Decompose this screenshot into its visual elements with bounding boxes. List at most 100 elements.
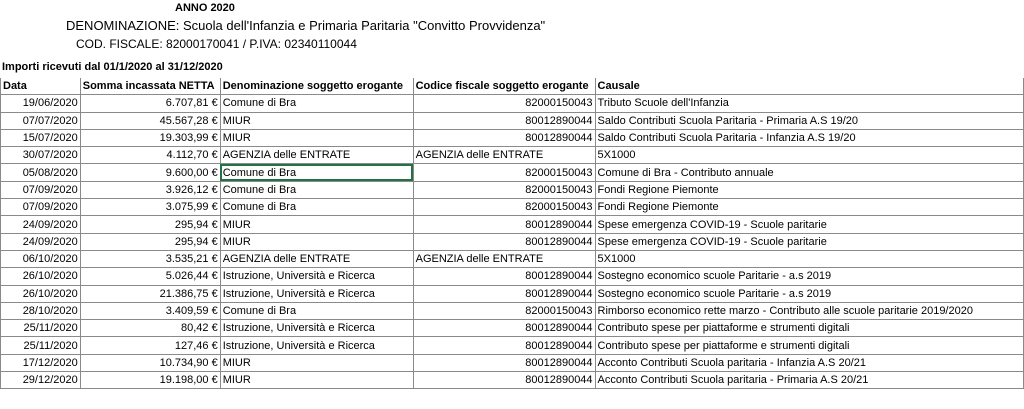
payer-code: 82000150043 xyxy=(412,163,596,182)
payer: AGENZIA delle ENTRATE xyxy=(219,146,414,165)
amount: 3.535,21 € xyxy=(79,249,221,269)
school-name: DENOMINAZIONE: Scuola dell'Infanzia e Pr… xyxy=(66,18,546,33)
reason: Rimborso economico rette marzo - Contrib… xyxy=(594,301,1024,321)
date: 06/10/2020 xyxy=(0,249,81,269)
reason: Spese emergenza COVID-19 - Scuole parita… xyxy=(594,232,1024,251)
payer: MIUR xyxy=(219,232,414,251)
reason: Tributo Scuole dell'Infanzia xyxy=(594,94,1024,113)
payer: Istruzione, Università e Ricerca xyxy=(219,336,414,355)
date: 24/09/2020 xyxy=(0,215,81,234)
amount: 10.734,90 € xyxy=(79,353,221,373)
payer-code: 82000150043 xyxy=(412,180,596,200)
row: 15/07/2020 19.303,99 € MIUR 80012890044 Sald… xyxy=(0,128,1024,148)
payer: MIUR xyxy=(219,215,414,234)
row: 07/09/2020 3.926,12 € Comune di Bra 8200015… xyxy=(0,180,1024,200)
payer-code: 80012890044 xyxy=(412,336,596,355)
row: 24/09/2020 295,94 € MIUR 80012890044 Spese e… xyxy=(0,215,1024,234)
date: 25/11/2020 xyxy=(0,319,81,338)
payer-code: 80012890044 xyxy=(412,267,596,286)
reason: Saldo Contributi Scuola Paritaria - Prim… xyxy=(594,111,1024,130)
fiscal-codes: COD. FISCALE: 82000170041 / P.IVA: 02340… xyxy=(76,37,357,51)
row: 05/08/2020 9.600,00 € Comune di Bra 8200015… xyxy=(0,163,1024,182)
payer-code: 80012890044 xyxy=(412,353,596,373)
payer: Comune di Bra xyxy=(219,163,414,182)
payer-code: Codice fiscale soggetto erogante xyxy=(412,78,596,96)
date: 24/09/2020 xyxy=(0,232,81,251)
payer-code: 80012890044 xyxy=(412,111,596,130)
payer: Istruzione, Università e Ricerca xyxy=(219,267,414,286)
date: 07/09/2020 xyxy=(0,180,81,200)
reason: Acconto Contributi Scuola paritaria - In… xyxy=(594,353,1024,373)
payer: MIUR xyxy=(219,371,414,390)
payer-code: 82000150043 xyxy=(412,94,596,113)
payer: Istruzione, Università e Ricerca xyxy=(219,284,414,303)
reason: Fondi Regione Piemonte xyxy=(594,180,1024,200)
amount: 3.075,99 € xyxy=(79,198,221,217)
payer: Comune di Bra xyxy=(219,301,414,321)
payer-code: AGENZIA delle ENTRATE xyxy=(412,249,596,269)
reason: Sostegno economico scuole Paritarie - a.… xyxy=(594,267,1024,286)
amount: 45.567,28 € xyxy=(79,111,221,130)
reason: Fondi Regione Piemonte xyxy=(594,198,1024,217)
payer: Comune di Bra xyxy=(219,94,414,113)
reason: 5X1000 xyxy=(594,146,1024,165)
payer-code: 80012890044 xyxy=(412,128,596,148)
reason: Contributo spese per piattaforme e strum… xyxy=(594,336,1024,355)
amount: Somma incassata NETTA xyxy=(79,78,221,96)
reason: Comune di Bra - Contributo annuale xyxy=(594,163,1024,182)
amount: 4.112,70 € xyxy=(79,146,221,165)
date: 25/11/2020 xyxy=(0,336,81,355)
payer-code: AGENZIA delle ENTRATE xyxy=(412,146,596,165)
payer: MIUR xyxy=(219,111,414,130)
payer-code: 80012890044 xyxy=(412,319,596,338)
row: 25/11/2020 80,42 € Istruzione, Università … xyxy=(0,319,1024,338)
payer: Comune di Bra xyxy=(219,198,414,217)
amount: 3.926,12 € xyxy=(79,180,221,200)
amount: 6.707,81 € xyxy=(79,94,221,113)
reason: Spese emergenza COVID-19 - Scuole parita… xyxy=(594,215,1024,234)
amount: 19.303,99 € xyxy=(79,128,221,148)
reason: 5X1000 xyxy=(594,249,1024,269)
reason: Contributo spese per piattaforme e strum… xyxy=(594,319,1024,338)
row: 06/10/2020 3.535,21 € AGENZIA delle ENTRAT… xyxy=(0,249,1024,269)
payer: Comune di Bra xyxy=(219,180,414,200)
row: 30/07/2020 4.112,70 € AGENZIA delle ENTRAT… xyxy=(0,146,1024,165)
amount: 5.026,44 € xyxy=(79,267,221,286)
row: 17/12/2020 10.734,90 € MIUR 80012890044 Acco… xyxy=(0,353,1024,373)
amount: 19.198,00 € xyxy=(79,371,221,390)
date: 17/12/2020 xyxy=(0,353,81,373)
amount: 127,46 € xyxy=(79,336,221,355)
payer: AGENZIA delle ENTRATE xyxy=(219,249,414,269)
date: 15/07/2020 xyxy=(0,128,81,148)
row: 07/09/2020 3.075,99 € Comune di Bra 8200015… xyxy=(0,198,1024,217)
payer: Istruzione, Università e Ricerca xyxy=(219,319,414,338)
reason: Acconto Contributi Scuola paritaria - Pr… xyxy=(594,371,1024,390)
header-row: Data Somma incassata NETTA Denominazione s… xyxy=(0,78,1024,96)
payer-code: 82000150043 xyxy=(412,198,596,217)
row: 26/10/2020 5.026,44 € Istruzione, Universi… xyxy=(0,267,1024,286)
date: 30/07/2020 xyxy=(0,146,81,165)
payer: MIUR xyxy=(219,353,414,373)
date: 07/07/2020 xyxy=(0,111,81,130)
row: 29/12/2020 19.198,00 € MIUR 80012890044 Acco… xyxy=(0,371,1024,390)
date: 07/09/2020 xyxy=(0,198,81,217)
date: 05/08/2020 xyxy=(0,163,81,182)
amount: 295,94 € xyxy=(79,232,221,251)
date: 29/12/2020 xyxy=(0,371,81,390)
payments-table: Data Somma incassata NETTA Denominazione s… xyxy=(0,78,1024,390)
amount: 9.600,00 € xyxy=(79,163,221,182)
row: 07/07/2020 45.567,28 € MIUR 80012890044 Sald… xyxy=(0,111,1024,130)
payer: Denominazione soggetto erogante xyxy=(219,78,414,96)
payer-code: 80012890044 xyxy=(412,215,596,234)
date: Data xyxy=(0,78,81,96)
row: 28/10/2020 3.409,59 € Comune di Bra 8200015… xyxy=(0,301,1024,321)
period: Importi ricevuti dal 01/1/2020 al 31/12/… xyxy=(2,61,223,73)
payer-code: 82000150043 xyxy=(412,301,596,321)
row: 19/06/2020 6.707,81 € Comune di Bra 8200015… xyxy=(0,94,1024,113)
row: 25/11/2020 127,46 € Istruzione, Università… xyxy=(0,336,1024,355)
date: 26/10/2020 xyxy=(0,284,81,303)
payer-code: 80012890044 xyxy=(412,232,596,251)
reason: Sostegno economico scuole Paritarie - a.… xyxy=(594,284,1024,303)
amount: 80,42 € xyxy=(79,319,221,338)
